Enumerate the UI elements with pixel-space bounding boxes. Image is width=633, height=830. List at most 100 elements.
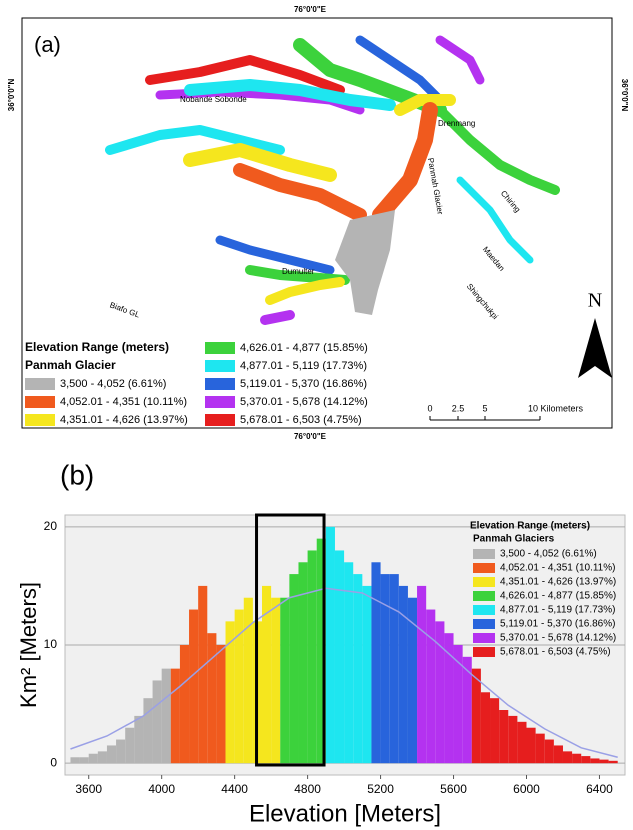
bar	[179, 645, 190, 764]
x-tick-label: 5200	[367, 782, 394, 796]
glacier-branch	[372, 102, 438, 223]
highlight-box	[255, 513, 326, 767]
bar	[590, 758, 600, 764]
legend-swatch	[25, 378, 55, 390]
bar	[389, 574, 399, 764]
legend-label: 4,351.01 - 4,626 (13.97%)	[60, 414, 188, 426]
y-tick-label: 10	[44, 637, 58, 651]
bar	[97, 751, 107, 764]
bar	[88, 753, 98, 764]
bar	[562, 751, 573, 764]
glacier-branch	[265, 277, 345, 305]
legend-swatch	[473, 647, 495, 657]
bar	[161, 668, 171, 764]
bar	[407, 597, 418, 764]
bar	[380, 574, 390, 764]
glacier-branch	[394, 94, 456, 116]
legend-title: Elevation Range (meters)	[25, 340, 169, 354]
bar	[106, 745, 117, 764]
latitude-label: 36°0'0"N	[7, 79, 16, 112]
bar	[280, 597, 290, 764]
bar	[234, 609, 244, 764]
bar	[152, 680, 162, 764]
bar	[444, 633, 454, 764]
legend-swatch	[473, 549, 495, 559]
north-label: N	[588, 290, 602, 312]
north-arrow	[578, 318, 612, 378]
bar	[79, 757, 89, 764]
bar	[189, 609, 199, 764]
bar	[262, 585, 272, 764]
glacier-map	[105, 35, 560, 325]
bar	[344, 562, 354, 764]
place-label: Nobande Sobonde	[180, 95, 247, 104]
plot-area: 0 10 20 3600 4000 4400 4800 5200 5600 6000 6400 Ele…	[44, 513, 626, 796]
legend-swatch	[205, 396, 235, 408]
bar	[116, 739, 126, 764]
legend-label: 4,052.01 - 4,351 (10.11%)	[60, 396, 187, 408]
bar	[316, 538, 326, 764]
legend-swatch	[473, 591, 495, 601]
bar	[435, 621, 445, 764]
bar	[216, 645, 226, 764]
legend-subtitle: Panmah Glaciers	[473, 534, 555, 545]
bar	[553, 745, 563, 764]
legend-label: 4,626.01 - 4,877 (15.85%)	[500, 591, 616, 602]
bar	[325, 526, 335, 764]
latitude-label: 36°0'0"N	[620, 79, 629, 112]
x-axis-title: Elevation [Meters]	[249, 800, 441, 827]
bar	[371, 562, 381, 764]
glacier-terminus	[335, 210, 395, 315]
x-tick-label: 6000	[513, 782, 540, 796]
x-tick-label: 6400	[586, 782, 613, 796]
bar	[517, 721, 527, 764]
glacier-branch	[233, 163, 367, 222]
scale-label: 10 Kilometers	[528, 403, 584, 413]
bar	[544, 739, 554, 764]
y-tick-label: 0	[50, 755, 57, 769]
bar	[453, 645, 463, 764]
bar	[353, 574, 363, 764]
bar	[398, 585, 408, 764]
scale-label: 5	[482, 403, 487, 413]
map-legend: 3,500 - 4,052 (6.61%) 4,052.01 - 4,351 (1…	[25, 342, 368, 426]
bar	[526, 727, 536, 764]
fit-curve	[70, 587, 618, 758]
glacier-branch	[184, 79, 396, 111]
legend-label: 5,119.01 - 5,370 (16.86%)	[240, 378, 367, 390]
legend-swatch	[473, 619, 495, 629]
legend-label: 5,678.01 - 6,503 (4.75%)	[240, 414, 362, 426]
longitude-label: 76°0'0"E	[294, 432, 327, 441]
bar	[143, 698, 153, 764]
legend-label: 4,877.01 - 5,119 (17.73%)	[500, 605, 615, 616]
panel-label: (a)	[34, 32, 61, 57]
glacier-branch	[260, 310, 295, 325]
bar	[480, 692, 491, 764]
y-axis-title: Km² [Meters]	[16, 582, 41, 708]
legend-swatch	[25, 414, 55, 426]
bar	[490, 698, 500, 764]
bar	[508, 715, 518, 764]
bar	[417, 585, 427, 764]
legend-swatch	[205, 378, 235, 390]
bar	[170, 668, 180, 764]
bar	[207, 633, 217, 764]
bar	[462, 656, 472, 764]
scale-label: 0	[427, 403, 432, 413]
bar	[471, 668, 481, 764]
scale-bar: 0 2.5 5 10 Kilometers	[427, 403, 584, 421]
legend-label: 5,119.01 - 5,370 (16.86%)	[500, 619, 615, 630]
legend-swatch	[473, 633, 495, 643]
legend-swatch	[205, 342, 235, 354]
bar	[572, 753, 582, 764]
bar	[426, 609, 436, 764]
bar	[581, 756, 591, 764]
scale-label: 2.5	[452, 403, 465, 413]
bar	[271, 597, 281, 764]
y-tick-label: 20	[44, 519, 58, 533]
longitude-label: 76°0'0"E	[294, 5, 327, 14]
x-tick-label: 4800	[294, 782, 321, 796]
bar	[289, 574, 299, 764]
x-tick-label: 3600	[75, 782, 102, 796]
